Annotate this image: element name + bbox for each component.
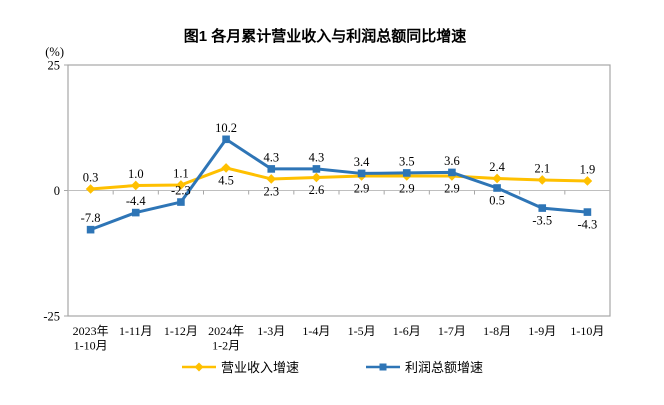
data-label: 2.9 [354,181,370,195]
data-point [448,168,456,177]
svg-text:-25: -25 [43,310,60,324]
data-label: 2.4 [489,160,505,174]
data-label: -7.8 [81,211,101,225]
data-point [311,172,322,183]
data-label: 4.3 [309,150,325,164]
svg-text:1-2月: 1-2月 [212,339,240,353]
data-point [357,169,366,178]
data-label: -2.3 [171,184,191,198]
data-label: 3.5 [399,154,415,168]
data-point [85,184,96,194]
svg-text:1-3月: 1-3月 [257,324,285,338]
svg-text:2024年: 2024年 [208,324,244,338]
data-label: 0.3 [83,170,99,184]
data-point [537,175,548,185]
data-point [583,208,592,216]
data-point [177,198,185,206]
svg-text:1-7月: 1-7月 [438,324,466,338]
legend-label-profit: 利润总额增速 [405,360,484,375]
legend-item-profit: 利润总额增速 [365,357,483,376]
data-label: 10.2 [215,121,237,135]
data-point [86,225,95,234]
data-label: 3.4 [354,155,370,169]
zero-axis [67,190,611,195]
series-line [89,166,589,191]
svg-text:25: 25 [48,59,61,73]
data-label: 2.9 [444,181,460,195]
data-label: 1.0 [128,167,144,181]
data-point [221,163,231,173]
data-point [492,173,502,184]
svg-text:1-9月: 1-9月 [528,324,556,338]
legend-label-revenue: 营业收入增速 [220,360,299,375]
series-line [89,137,589,232]
data-label: -4.4 [126,194,147,208]
svg-text:1-5月: 1-5月 [348,324,376,338]
svg-text:1-10月: 1-10月 [570,324,604,338]
y-axis: 25 0 -25 (%) [43,45,68,324]
svg-text:1-4月: 1-4月 [302,324,330,338]
data-point [402,169,411,177]
data-point [493,184,501,192]
data-label: 2.6 [309,183,325,197]
svg-text:1-8月: 1-8月 [483,324,511,338]
series-0: 0.3 1.0 1.1 4.5 2.3 2.6 2.9 2.9 2.9 2.4 2.1 1.9 [83,160,595,199]
data-point [266,174,277,184]
data-point [267,165,276,173]
data-label: 2.1 [534,161,550,175]
data-point [538,204,547,212]
data-point [131,208,140,217]
data-label: 1.1 [173,166,189,180]
svg-text:0: 0 [54,184,60,198]
svg-text:2023年: 2023年 [73,324,109,338]
data-label: 2.3 [263,184,279,198]
legend-item-revenue: 营业收入增速 [181,357,299,376]
data-label: 4.3 [263,150,279,164]
data-label: 2.9 [399,181,415,195]
chart-title: 图1 各月累计营业收入与利润总额同比增速 [183,28,467,45]
data-label: 1.9 [580,162,596,176]
svg-text:1-6月: 1-6月 [393,324,421,338]
svg-text:1-12月: 1-12月 [164,324,198,338]
legend-line-diamond-icon [181,362,216,371]
series-1: -7.8 -4.4 -2.3 10.2 4.3 4.3 3.4 3.5 3.6 0.5 -3.5 -4… [81,121,598,234]
legend-line-square-icon [366,363,400,370]
data-label: -4.3 [578,218,598,232]
data-label: -3.5 [532,214,552,228]
data-point [130,180,141,191]
chart-legend: 营业收入增速 利润总额增速 [0,357,664,376]
data-label: 4.5 [218,173,234,187]
data-label: 3.6 [444,154,460,168]
data-point [222,135,230,144]
data-point [582,176,593,186]
data-point [312,165,321,173]
y-axis-unit-label: (%) [45,45,64,59]
svg-text:1-10月: 1-10月 [74,339,108,353]
svg-text:1-11月: 1-11月 [119,324,153,338]
data-point [176,180,186,190]
data-label: 0.5 [489,193,505,207]
